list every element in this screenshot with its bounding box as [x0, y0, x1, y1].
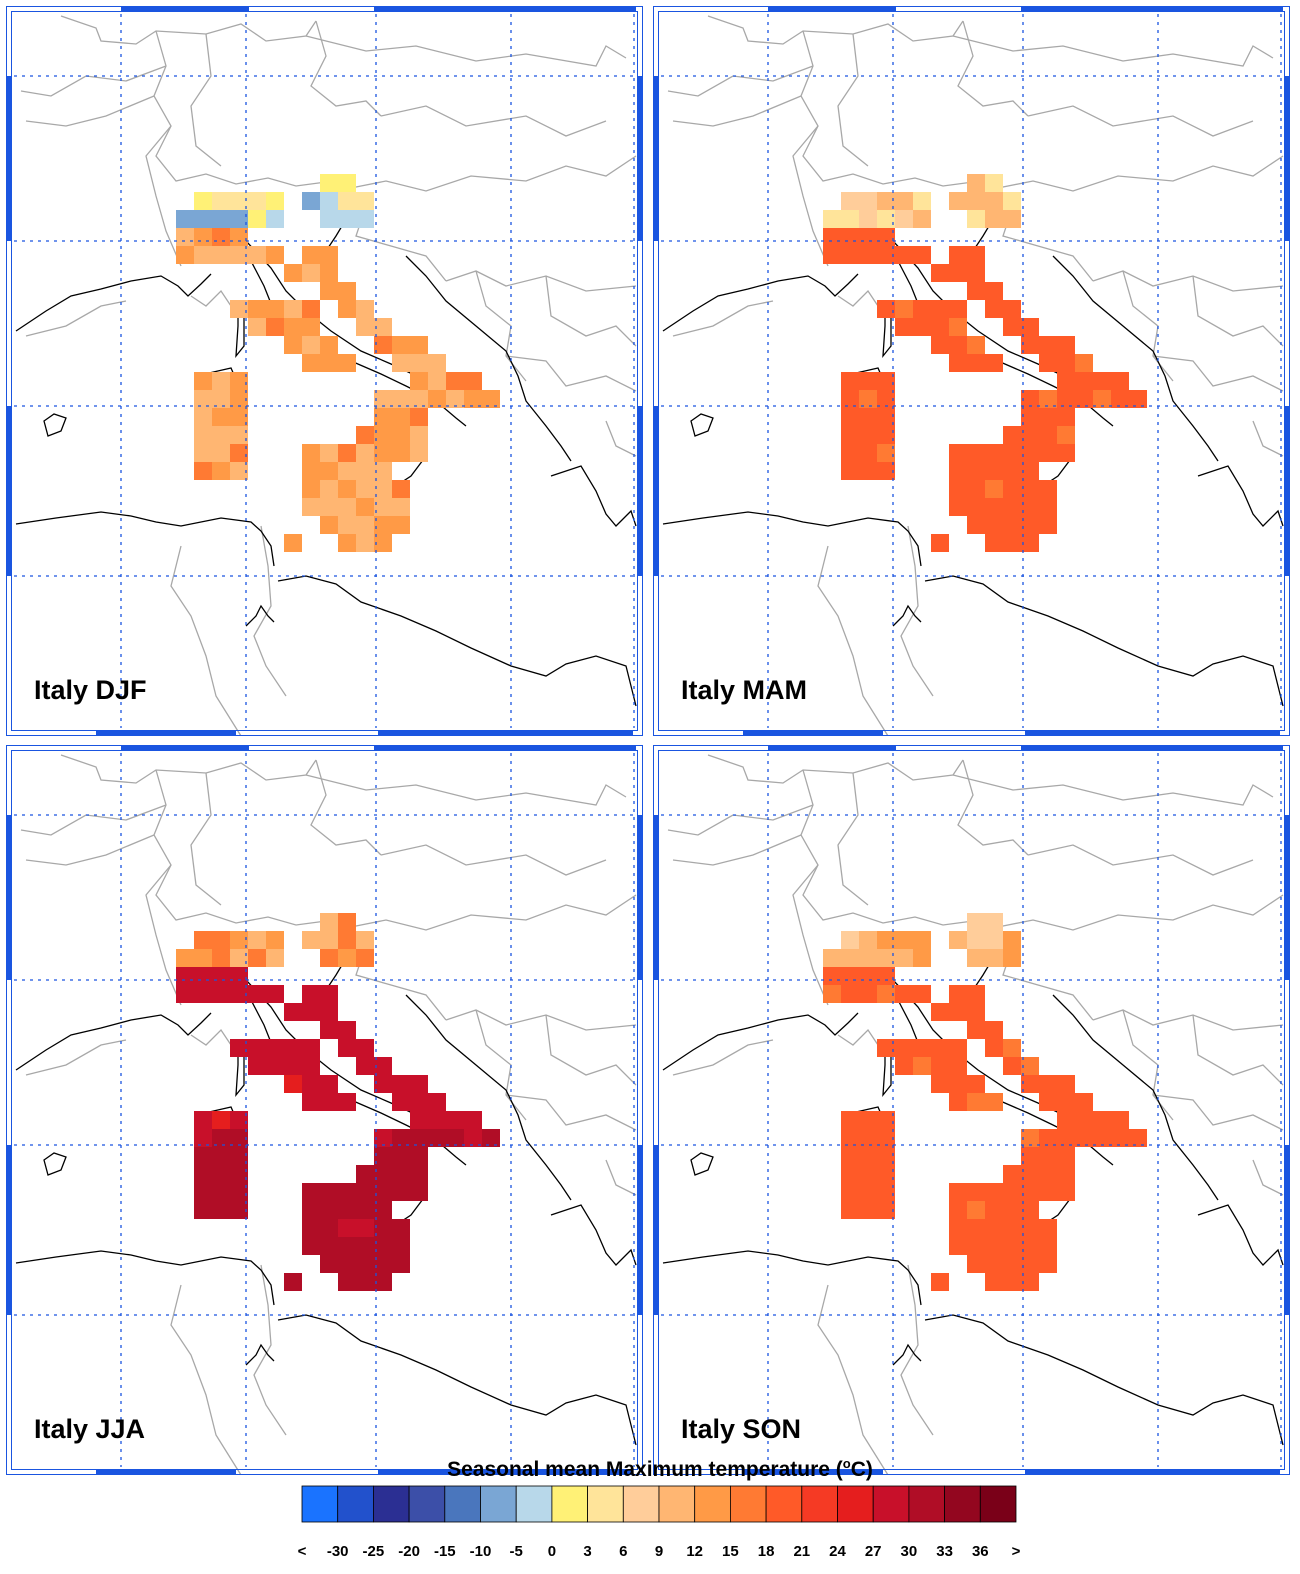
- colorbar-swatch: [801, 1485, 838, 1523]
- colorbar-swatch: [765, 1485, 803, 1523]
- colorbar-tick-label: 21: [793, 1543, 810, 1560]
- colorbar-swatch: [587, 1485, 624, 1523]
- colorbar-swatch: [515, 1485, 553, 1523]
- colorbar-tick-label: -30: [327, 1543, 349, 1560]
- colorbar-swatch: [872, 1485, 910, 1523]
- map-frame: [653, 6, 1290, 736]
- colorbar-tick-label: 3: [583, 1543, 591, 1560]
- colorbar-tick-label: 9: [655, 1543, 663, 1560]
- colorbar-tick-label: 18: [758, 1543, 775, 1560]
- colorbar-swatch: [694, 1485, 731, 1523]
- colorbar-swatch: [729, 1485, 767, 1523]
- map-frame: [6, 745, 643, 1475]
- panel-title-djf: Italy DJF: [34, 675, 147, 705]
- colorbar-legend: Seasonal mean Maximum temperature (oC) <…: [280, 1456, 1040, 1574]
- colorbar-swatch: [658, 1485, 696, 1523]
- colorbar-title: Seasonal mean Maximum temperature (oC): [447, 1456, 873, 1481]
- colorbar-tick-label: -25: [363, 1543, 385, 1560]
- colorbar-swatch: [979, 1485, 1017, 1523]
- colorbar-tick-label: 30: [901, 1543, 918, 1560]
- colorbar-tick-label: -10: [470, 1543, 492, 1560]
- panel-title-jja: Italy JJA: [34, 1414, 146, 1444]
- colorbar-swatch: [622, 1485, 660, 1523]
- temperature-field-mam: [823, 174, 1147, 552]
- map-frame: [653, 745, 1290, 1475]
- colorbar-tick-label: 15: [722, 1543, 739, 1560]
- colorbar-tick-label: 24: [829, 1543, 846, 1560]
- colorbar-swatch: [337, 1485, 374, 1523]
- colorbar-swatch: [551, 1485, 588, 1523]
- colorbar-tick-label: 27: [865, 1543, 882, 1560]
- map-svg-djf: [6, 6, 643, 736]
- colorbar-tick-label: >: [1012, 1543, 1021, 1560]
- colorbar-svg: < -30 -25 -20 -15 -10 -5 0 3 6 9 12 15 18 21 24 27 30 33 36…: [298, 1485, 1021, 1560]
- colorbar-tick-label: <: [298, 1543, 307, 1560]
- colorbar-swatch: [408, 1485, 446, 1523]
- colorbar-swatch: [837, 1485, 874, 1523]
- lat-lon-grid: [14, 753, 635, 1467]
- colorbar-tick-label: -15: [434, 1543, 456, 1560]
- map-panel-son: Italy SON: [653, 745, 1290, 1475]
- colorbar-tick-label: 33: [936, 1543, 953, 1560]
- colorbar-tick-label: -5: [510, 1543, 523, 1560]
- colorbar-tick-label: 12: [686, 1543, 703, 1560]
- temperature-field-jja: [176, 913, 500, 1291]
- colorbar-tick-label: -20: [398, 1543, 420, 1560]
- colorbar-tick-label: 0: [548, 1543, 556, 1560]
- lat-lon-grid: [661, 14, 1282, 728]
- panel-title-mam: Italy MAM: [681, 675, 808, 705]
- map-svg-mam: [653, 6, 1290, 736]
- map-svg-son: [653, 745, 1290, 1475]
- colorbar-tick-label: 6: [619, 1543, 627, 1560]
- temperature-field-son: [823, 913, 1147, 1291]
- colorbar-tick-label: 36: [972, 1543, 989, 1560]
- colorbar-swatch: [944, 1485, 981, 1523]
- map-frame: [6, 6, 643, 736]
- temperature-field-djf: [176, 174, 500, 552]
- panel-title-son: Italy SON: [681, 1414, 802, 1444]
- map-svg-jja: [6, 745, 643, 1475]
- map-panel-mam: Italy MAM: [653, 6, 1290, 736]
- lat-lon-grid: [14, 14, 635, 728]
- colorbar-swatch: [301, 1485, 339, 1523]
- colorbar-swatch: [373, 1485, 410, 1523]
- map-panel-jja: Italy JJA: [6, 745, 643, 1475]
- lat-lon-grid: [661, 753, 1282, 1467]
- colorbar-swatch: [480, 1485, 517, 1523]
- colorbar-swatch: [908, 1485, 946, 1523]
- colorbar-swatch: [444, 1485, 481, 1523]
- map-panel-djf: Italy DJF: [6, 6, 643, 736]
